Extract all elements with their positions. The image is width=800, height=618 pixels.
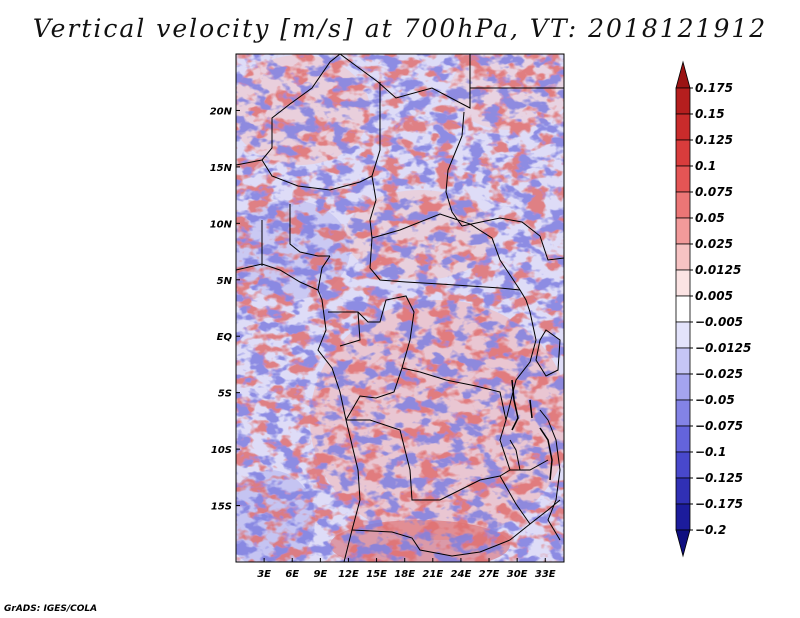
vertical-velocity-field [236,54,564,562]
colorbar-swatch [675,425,691,453]
map-panel [236,54,564,562]
colorbar-label: 0.125 [695,133,733,147]
x-tick-label: 24E [451,569,472,580]
x-tick-label: 21E [422,569,443,580]
colorbar-label: 0.005 [695,289,733,303]
y-tick-label: 15S [211,502,232,513]
colorbar-label: −0.075 [695,419,743,433]
x-tick-label: 30E [507,569,528,580]
colorbar-swatch [675,295,691,323]
y-tick-label: 10N [210,219,233,230]
x-tick-label: 15E [366,569,387,580]
x-tick-label: 33E [535,569,556,580]
colorbar-label: −0.2 [695,523,726,537]
x-tick-label: 6E [285,569,299,580]
colorbar-swatch [675,217,691,245]
colorbar-label: 0.15 [695,107,725,121]
lakes [511,379,553,481]
y-tick-label: EQ [217,332,233,343]
colorbar-label: −0.05 [695,393,735,407]
colorbar-swatch [675,321,691,349]
x-axis: 3E 6E 9E 12E 15E 18E 21E 24E 27E 30E 33E [257,558,556,580]
colorbar-swatch [675,503,691,531]
colorbar-label: −0.025 [695,367,743,381]
x-tick-label: 27E [479,569,500,580]
colorbar-label: 0.025 [695,237,733,251]
y-tick-label: 10S [211,445,232,456]
y-tick-label: 5S [218,389,232,400]
x-tick-label: 3E [257,569,271,580]
colorbar-swatch [675,399,691,427]
colorbar-label: −0.1 [695,445,726,459]
colorbar-swatch [675,269,691,297]
y-tick-label: 15N [210,163,233,174]
colorbar-swatch [675,451,691,479]
grads-credit: GrADS: IGES/COLA [4,604,98,614]
colorbar-swatch [675,139,691,167]
colorbar-label: 0.05 [695,211,725,225]
colorbar-swatch [675,243,691,271]
colorbar-swatch [675,347,691,375]
colorbar-label: −0.175 [695,497,743,511]
y-tick-label: 5N [217,276,233,287]
colorbar: 0.175 0.15 0.125 0.1 0.075 0.05 0.025 0.0125 0.0… [675,60,751,558]
map-frame [235,53,565,563]
colorbar-label: 0.075 [695,185,733,199]
colorbar-label: −0.0125 [695,341,751,355]
colorbar-label: 0.0125 [695,263,741,277]
colorbar-swatch [675,373,691,401]
colorbar-swatch [675,529,691,558]
colorbar-swatch [675,60,691,89]
colorbar-swatch [675,113,691,141]
colorbar-label: 0.175 [695,81,733,95]
colorbar-label: −0.005 [695,315,743,329]
colorbar-swatch [675,87,691,115]
political-boundaries [236,54,564,562]
x-tick-label: 9E [313,569,327,580]
colorbar-swatch [675,191,691,219]
colorbar-label: −0.125 [695,471,743,485]
x-tick-label: 12E [338,569,359,580]
colorbar-label: 0.1 [695,159,716,173]
chart-title: Vertical velocity [m/s] at 700hPa, VT: 2… [32,14,768,43]
colorbar-swatch [675,165,691,193]
x-tick-label: 18E [394,569,415,580]
y-tick-label: 20N [210,106,233,117]
colorbar-swatch [675,477,691,505]
y-axis: 20N 15N 10N 5N EQ 5S 10S 15S [210,106,240,513]
